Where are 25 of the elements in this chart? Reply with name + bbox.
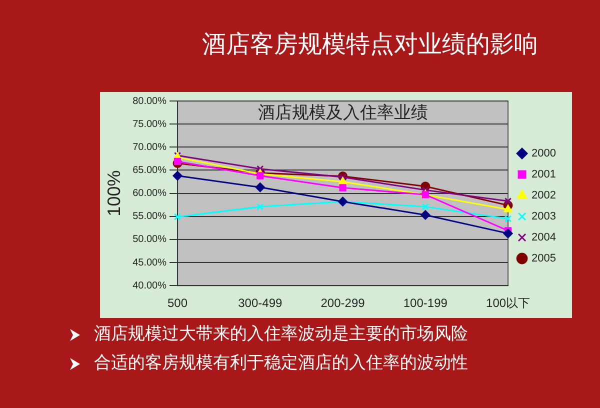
- y-tick-label: 60.00%: [132, 188, 167, 200]
- legend-label: 2000: [532, 148, 556, 160]
- x-tick-label: 200-299: [320, 296, 366, 310]
- legend-label: 2003: [532, 210, 556, 223]
- legend-label: 2005: [532, 252, 556, 265]
- x-tick-label: 300-499: [238, 296, 282, 310]
- text: 合适的客房规模有利于稳定酒店的入住率的波动性: [94, 352, 468, 375]
- x-tick-label: 100-199: [403, 296, 448, 310]
- chart-subtitle: 酒店规模及入住率业绩: [258, 102, 428, 123]
- chart-title: 酒店客房规模特点对业绩的影响: [201, 29, 539, 60]
- y-tick-label: 40.00%: [132, 280, 167, 292]
- y-tick-label: 65.00%: [132, 164, 167, 176]
- legend-label: 2004: [532, 232, 556, 244]
- legend-label: 2002: [532, 190, 556, 202]
- text: 酒店规模过大带来的入住率波动是主要的市场风险: [94, 323, 468, 346]
- legend-label: 2001: [532, 168, 556, 181]
- x-tick-label: 100以下: [486, 296, 530, 310]
- y-tick-label: 80.00%: [132, 96, 167, 107]
- y-tick-label: 70.00%: [132, 142, 167, 153]
- y-tick-label: 50.00%: [132, 234, 167, 246]
- x-tick-label: 500: [168, 296, 188, 310]
- y-tick-label: 55.00%: [132, 211, 167, 222]
- y-tick-label: 75.00%: [132, 118, 167, 130]
- y-axis-title: 100%: [104, 170, 124, 216]
- y-tick-label: 45.00%: [132, 257, 167, 268]
